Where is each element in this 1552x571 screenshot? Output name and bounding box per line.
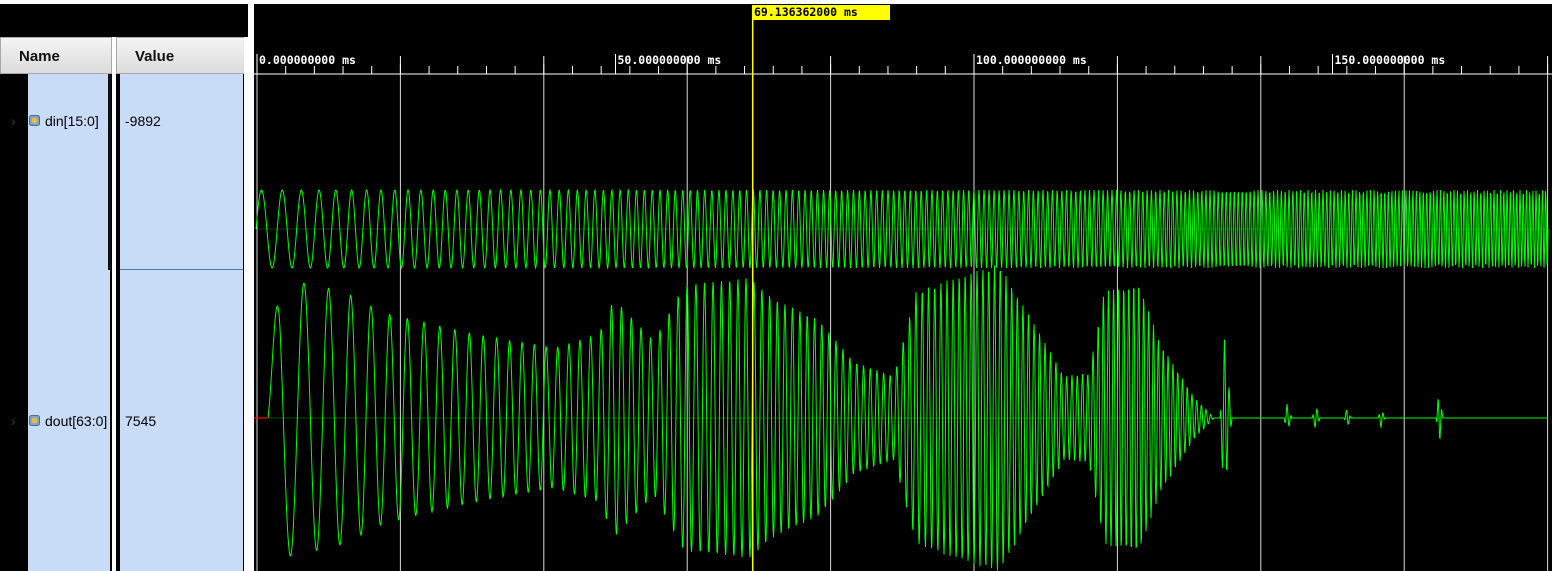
time-ruler[interactable]: 0.000000000 ms 50.000000000 ms 100.0000000… [254, 53, 1552, 75]
din-trace [255, 188, 1549, 270]
ruler-label: 50.000000000 ms [618, 53, 722, 67]
signal-value: 7545 [125, 413, 157, 429]
value-column-header[interactable]: Value [116, 37, 247, 74]
name-column-selection [28, 74, 111, 571]
pane-divider[interactable] [248, 0, 254, 571]
bus-signal-icon [29, 115, 40, 126]
name-column-header[interactable]: Name [0, 37, 112, 74]
signal-name: dout[63:0] [45, 413, 108, 429]
signal-list-pane: Name Value › din[15:0] -9892 › dout[63:0… [0, 0, 248, 571]
row-divider [120, 269, 243, 270]
column-separator[interactable] [112, 37, 116, 571]
cursor-time-label[interactable]: 69.136362000 ms [752, 5, 890, 20]
pane-top-border [0, 0, 248, 4]
signal-row-din[interactable]: › din[15:0] -9892 [0, 106, 248, 136]
signal-value: -9892 [125, 113, 161, 129]
expand-chevron-icon[interactable]: › [11, 413, 16, 429]
ruler-label: 100.000000000 ms [976, 53, 1087, 67]
signal-row-dout[interactable]: › dout[63:0] 7545 [0, 406, 248, 436]
bus-signal-icon [29, 415, 40, 426]
waveform-canvas[interactable]: 0.000000000 ms 50.000000000 ms 100.0000000… [254, 0, 1552, 571]
signal-name: din[15:0] [45, 113, 99, 129]
time-grid [256, 64, 1549, 571]
waveform-top-border [254, 0, 1552, 4]
ruler-label: 150.000000000 ms [1335, 53, 1446, 67]
din-waveform[interactable] [255, 188, 1549, 270]
ruler-label: 0.000000000 ms [259, 53, 356, 67]
dout-waveform[interactable] [254, 265, 1548, 571]
column-separator [244, 37, 248, 571]
value-column-selection [120, 74, 243, 571]
expand-chevron-icon[interactable]: › [11, 113, 16, 129]
row-focus-bar [108, 74, 111, 270]
